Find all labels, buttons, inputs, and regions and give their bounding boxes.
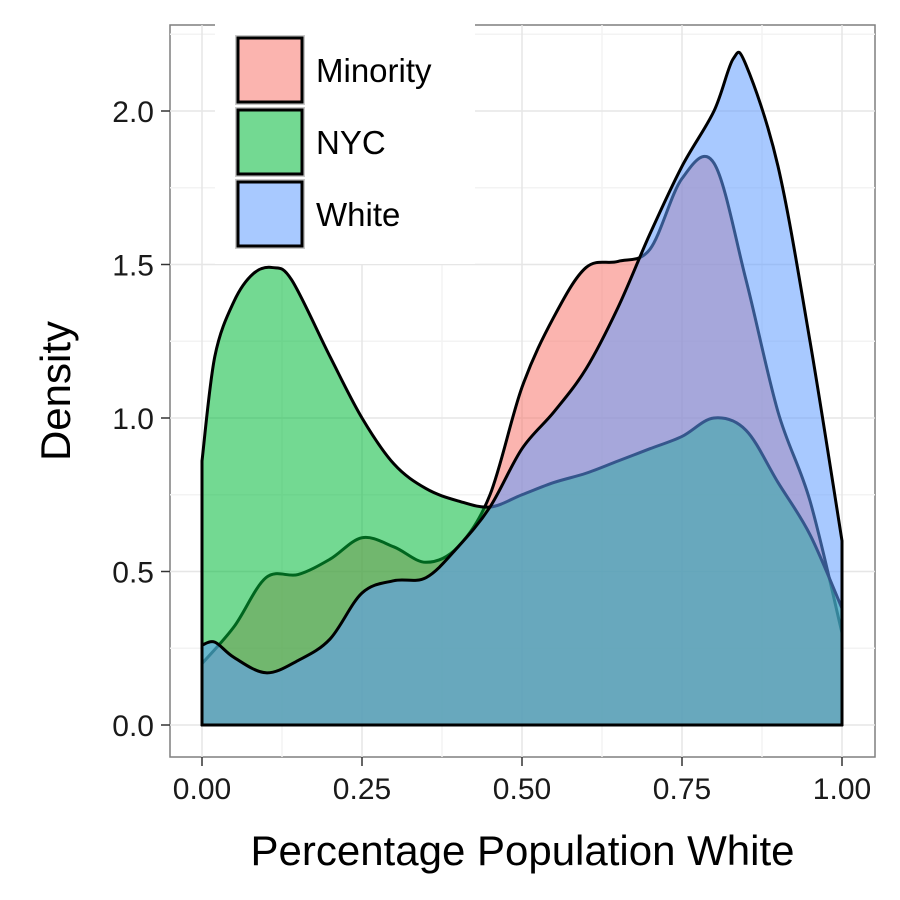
y-tick-label: 1.5: [112, 250, 154, 283]
x-tick-label: 0.50: [493, 773, 551, 806]
y-tick-label: 0.5: [112, 557, 154, 590]
x-tick-label: 1.00: [813, 773, 871, 806]
axes: 0.00 0.25 0.50 0.75 1.00 0.0 0.5 1.0 1.5 2.0: [112, 96, 871, 806]
x-axis-title: Percentage Population White: [250, 827, 794, 874]
legend-key-minority: [236, 36, 304, 104]
y-tick-label: 0.0: [112, 710, 154, 743]
legend-label-minority: Minority: [316, 52, 432, 89]
y-tick-label: 2.0: [112, 96, 154, 129]
y-tick-label: 1.0: [112, 403, 154, 436]
legend-key-nyc: [236, 108, 304, 176]
x-tick-label: 0.75: [653, 773, 711, 806]
x-tick-label: 0.00: [173, 773, 231, 806]
x-tick-label: 0.25: [333, 773, 391, 806]
density-area-white: [200, 50, 844, 727]
density-areas: [200, 50, 844, 727]
legend-label-white: White: [316, 196, 400, 233]
legend-key-white: [236, 180, 304, 248]
legend: Minority NYC White: [215, 20, 475, 264]
legend-label-nyc: NYC: [316, 124, 386, 161]
y-axis-title: Density: [32, 321, 79, 461]
axis-titles: Percentage Population White Density: [32, 321, 795, 874]
